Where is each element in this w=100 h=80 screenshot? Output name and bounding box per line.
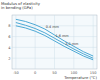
x-tick-label: 50 <box>52 71 57 75</box>
y-tick-label: 2 <box>8 57 10 61</box>
y-axis-label: Modulus of elasticityin bending (GPa) <box>1 1 41 10</box>
y-tick-label: 8 <box>8 24 11 28</box>
series-group <box>16 19 93 60</box>
x-tick-label: -50 <box>13 71 20 75</box>
chart-svg: -500501001502468Modulus of elasticityin … <box>0 0 100 80</box>
series-line <box>16 26 93 60</box>
background <box>0 0 100 80</box>
x-axis-label: Temperature (°C) <box>63 75 97 80</box>
series-label: 3.2 mm <box>65 42 79 46</box>
series-line <box>16 19 93 56</box>
series-label: 1.6 mm <box>56 34 70 38</box>
chart-root: -500501001502468Modulus of elasticityin … <box>0 0 100 80</box>
y-axis-label-line: in bending (GPa) <box>1 5 33 10</box>
x-grid <box>54 15 55 69</box>
x-grid <box>35 15 36 69</box>
y-tick-label: 6 <box>8 35 11 39</box>
series-line <box>16 23 93 59</box>
x-tick-label: 0 <box>34 71 37 75</box>
plot-frame <box>12 15 97 69</box>
y-grid <box>12 47 97 48</box>
series-label: 0.4 mm <box>46 25 60 29</box>
x-grid <box>93 15 94 69</box>
y-grid <box>12 36 97 37</box>
y-grid <box>12 58 97 59</box>
y-tick-label: 4 <box>8 46 11 50</box>
